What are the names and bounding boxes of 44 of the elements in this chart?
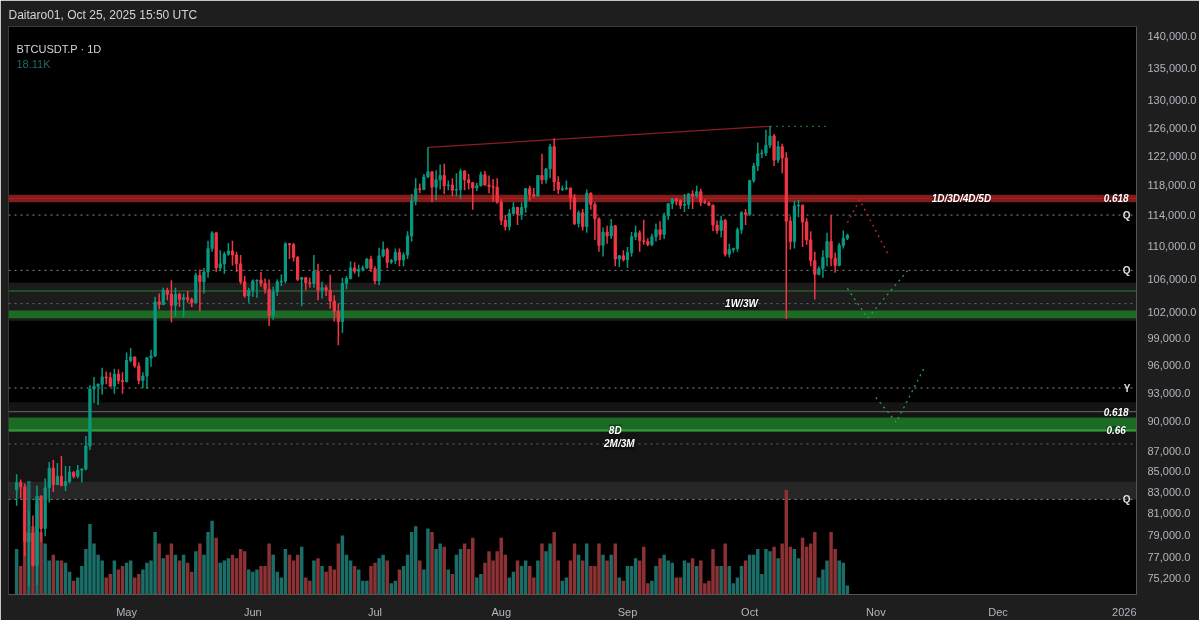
x-tick-label: Dec	[988, 605, 1009, 618]
x-tick-label: Nov	[866, 605, 887, 618]
x-tick-label: May	[116, 605, 138, 618]
x-tick-label: Oct	[741, 605, 759, 618]
annotation: 0.618	[1103, 193, 1130, 205]
y-tick-label: 110,000.0	[1147, 240, 1196, 253]
y-tick-label: 79,000.0	[1147, 529, 1191, 542]
y-tick-label: 87,000.0	[1147, 444, 1191, 457]
x-tick-label: Aug	[491, 605, 512, 618]
y-tick-label: 96,000.0	[1147, 359, 1191, 372]
chart-title: Daitaro01, Oct 25, 2025 15:50 UTC	[8, 7, 198, 22]
y-tick-label: 93,000.0	[1147, 386, 1191, 399]
annotation: 1W/3W	[725, 298, 760, 310]
annotation: 18.11K	[16, 57, 52, 70]
ref-line-label: Q	[1122, 209, 1131, 221]
ref-line-label: Y	[1123, 382, 1131, 394]
text: BTCUSDT.P · 1D	[16, 42, 102, 55]
annotation: 0.66	[1106, 425, 1127, 437]
annotation: 0.618	[1103, 406, 1130, 418]
y-tick-label: 118,000.0	[1147, 178, 1196, 191]
x-tick-label: 2026	[1112, 605, 1137, 618]
y-tick-label: 102,000.0	[1147, 306, 1197, 319]
y-tick-label: 77,000.0	[1147, 551, 1191, 564]
ref-line-label: Q	[1122, 493, 1131, 505]
y-tick-label: 114,000.0	[1147, 209, 1196, 222]
annotation: 8D	[608, 424, 622, 436]
y-tick-label: 90,000.0	[1147, 415, 1191, 428]
annotation: 2M/3M	[603, 438, 636, 450]
x-tick-label: Jul	[367, 605, 383, 618]
y-tick-label: 122,000.0	[1147, 149, 1197, 162]
y-tick-label: 140,000.0	[1147, 29, 1197, 42]
y-tick-label: 85,000.0	[1147, 465, 1191, 478]
y-tick-label: 81,000.0	[1147, 507, 1191, 520]
y-tick-label: 135,000.0	[1147, 61, 1197, 74]
x-tick-label: Sep	[617, 605, 638, 618]
y-tick-label: 106,000.0	[1147, 272, 1197, 285]
y-tick-label: 75,200.0	[1147, 572, 1191, 585]
annotation: 1D/3D/4D/5D	[931, 192, 992, 204]
y-tick-label: 126,000.0	[1147, 121, 1197, 134]
y-tick-label: 99,000.0	[1147, 332, 1191, 345]
x-tick-label: Jun	[243, 605, 262, 618]
ref-line-label: Q	[1122, 264, 1131, 276]
y-tick-label: 83,000.0	[1147, 485, 1191, 498]
y-tick-label: 130,000.0	[1147, 94, 1197, 107]
